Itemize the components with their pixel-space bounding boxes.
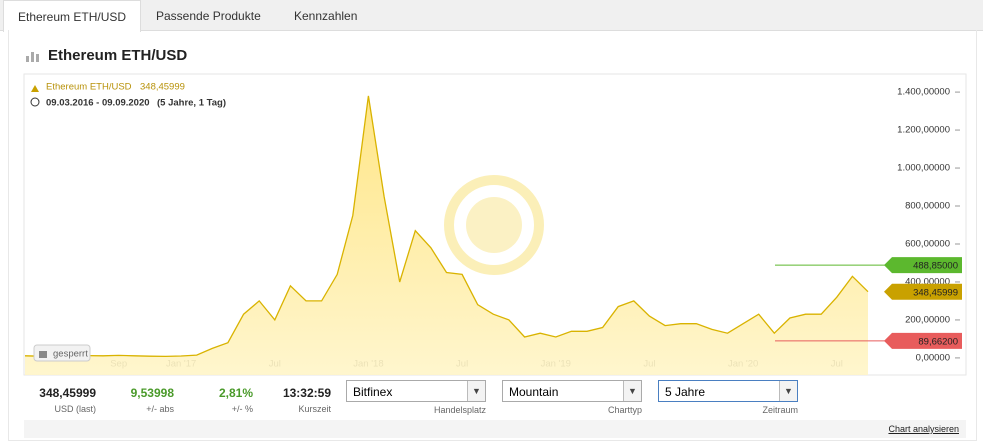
select-label: Charttyp [607, 405, 642, 415]
y-tick-label: 200,00000 [905, 314, 950, 325]
y-tick-label: 400,00000 [905, 276, 950, 287]
marker-box [884, 283, 962, 300]
footer [24, 420, 966, 438]
locked-badge [33, 344, 91, 362]
y-tick-label: 1.400,00000 [897, 87, 950, 98]
lock-icon [39, 351, 47, 358]
stat-value: 9,53998 [130, 386, 174, 400]
y-tick-label: 1.200,00000 [897, 125, 950, 136]
stat: 348,45999 USD (last) [30, 386, 96, 414]
stat: 9,53998 +/- abs [110, 386, 174, 414]
stat-label: +/- abs [146, 404, 174, 414]
stat-value: 2,81% [218, 386, 253, 400]
legend-value: 348,45999 [140, 82, 185, 93]
marker-box [884, 257, 962, 274]
select[interactable]: Mountain ▼ [502, 380, 642, 402]
watermark [444, 175, 544, 275]
tab-bar: Ethereum ETH/USD Passende Produkte Kennz… [0, 0, 983, 32]
select-value: Bitfinex [353, 385, 393, 399]
select-arrow: ▼ [467, 381, 485, 401]
watermark [466, 197, 522, 253]
chart-icon [26, 52, 39, 62]
select[interactable]: 5 Jahre ▼ [658, 380, 798, 402]
y-tick-label: 600,00000 [905, 239, 950, 250]
marker-label: 488,85000 [913, 261, 958, 272]
select-value: Mountain [509, 385, 559, 399]
chart: Ethereum ETH/USD 348,45999 09.03.2016 - … [23, 73, 967, 376]
stat-value: 348,45999 [39, 386, 96, 400]
stat-value: 13:32:59 [282, 386, 331, 400]
clock-icon [30, 97, 40, 107]
select-label: Zeitraum [762, 405, 798, 415]
legend-name: Ethereum ETH/USD [46, 82, 132, 93]
tab[interactable]: Kennzahlen [294, 9, 358, 23]
select-value: 5 Jahre [665, 385, 706, 399]
stat-label: Kurszeit [298, 404, 331, 414]
select-label: Handelsplatz [433, 405, 486, 415]
date-range: 09.03.2016 - 09.09.2020 [46, 98, 150, 109]
period-note: (5 Jahre, 1 Tag) [157, 98, 226, 109]
tab[interactable]: Ethereum ETH/USD [3, 0, 142, 32]
analyze-link[interactable]: Chart analysieren [888, 424, 959, 434]
select[interactable]: Bitfinex ▼ [346, 380, 486, 402]
stat: 13:32:59 Kurszeit [270, 386, 331, 414]
panel-title: Ethereum ETH/USD [48, 47, 188, 64]
marker-box [884, 332, 962, 349]
stat-label: +/- % [231, 404, 253, 414]
marker-label: 348,45999 [913, 287, 958, 298]
y-tick-label: 0,00000 [916, 352, 950, 363]
select-arrow: ▼ [623, 381, 641, 401]
select-arrow: ▼ [779, 381, 797, 401]
y-tick-label: 800,00000 [905, 201, 950, 212]
legend-icon [31, 85, 39, 92]
area [25, 95, 868, 376]
marker-label: 89,66200 [918, 336, 958, 347]
stat: 2,81% +/- % [190, 386, 253, 414]
locked-label: gesperrt [53, 349, 88, 360]
stat-label: USD (last) [54, 404, 96, 414]
line [24, 95, 869, 358]
panel [8, 30, 977, 441]
tab[interactable]: Passende Produkte [156, 9, 261, 23]
y-tick-label: 1.000,00000 [897, 163, 950, 174]
